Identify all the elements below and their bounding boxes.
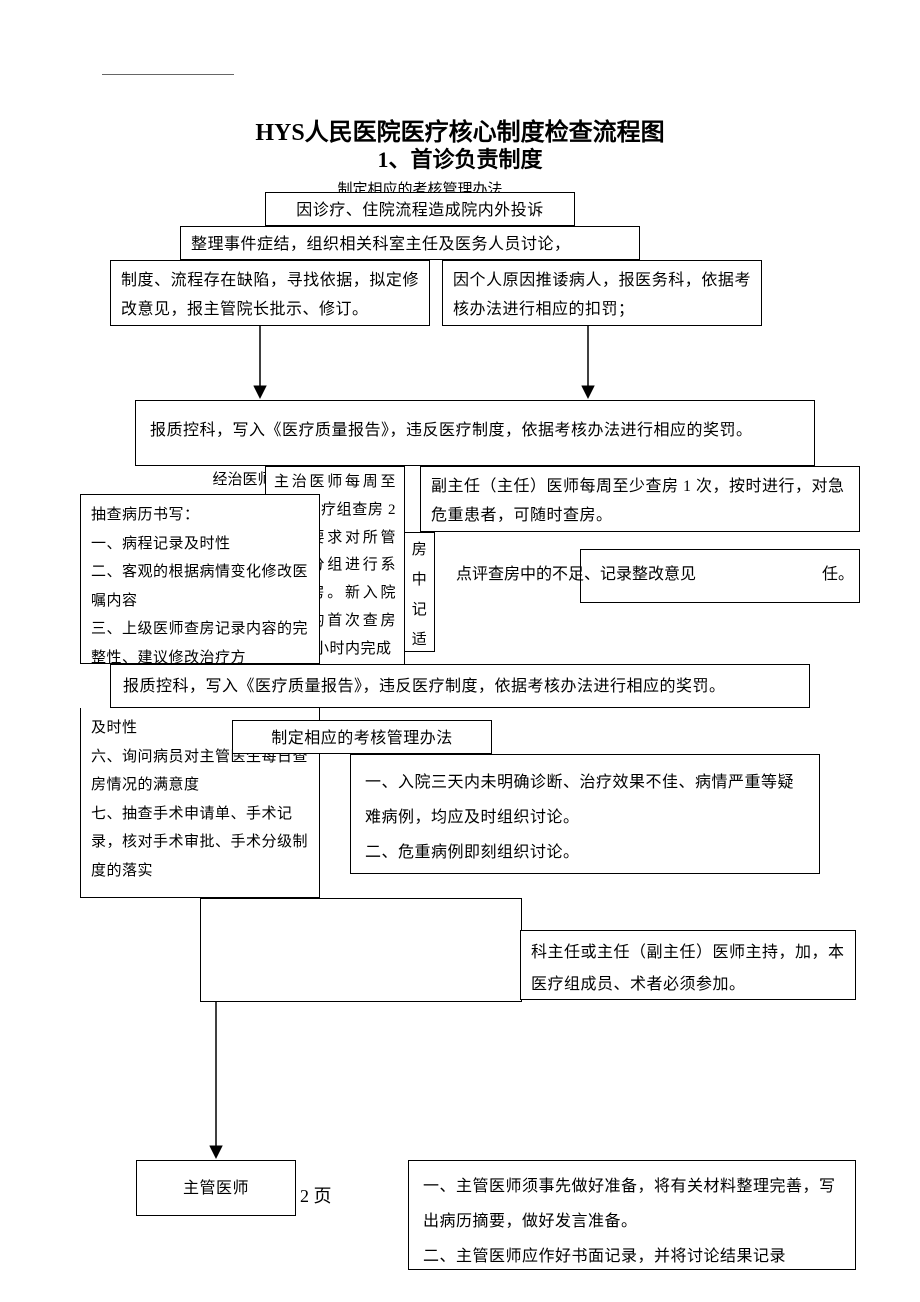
node-left-defect: 制度、流程存在缺陷，寻找依据，拟定修改意见，报主管院长批示、修订。 [110,260,430,326]
tail-zhong: 中 [409,565,430,595]
node-qc-report-2: 报质控科，写入《医疗质量报告》，违反医疗制度，依据考核办法进行相应的奖罚。 [110,664,810,708]
page-number: 2 页 [300,1182,332,1208]
node-connector-box [200,898,522,1002]
tail-shi: 适 [409,625,430,655]
node-zhuguan-prepare: 一、主管医师须事先做好准备，将有关材料整理完善，写出病历摘要，做好发言准备。 二… [408,1160,856,1270]
node-complaint: 因诊疗、住院流程造成院内外投诉 [265,192,575,226]
node-fuzhuren: 副主任（主任）医师每周至少查房 1 次，按时进行，对急危重患者，可随时查房。 [420,466,860,532]
node-kezhuren: 科主任或主任（副主任）医师主持，加，本医疗组成员、术者必须参加。 [520,930,856,1000]
node-organize: 整理事件症结，组织相关科室主任及医务人员讨论， [180,226,640,260]
node-right-personal: 因个人原因推诿病人，报医务科，依据考核办法进行相应的扣罚； [442,260,762,326]
node-qc-report-1: 报质控科，写入《医疗质量报告》，违反医疗制度，依据考核办法进行相应的奖罚。 [135,400,815,466]
diagram-canvas: HYS人民医院医疗核心制度检查流程图 1、首诊负责制度 制定相应的考核管理办法 … [0,0,920,1302]
node-make-method: 制定相应的考核管理办法 [232,720,492,754]
node-check-record: 抽查病历书写： 一、病程记录及时性 二、客观的根据病情变化修改医嘱内容 三、上级… [80,494,320,664]
tail-fang: 房 [409,535,430,565]
node-hidden-top: 制定相应的考核管理办法 [290,178,550,192]
node-ren-text: 任。 [822,560,854,584]
node-dianping-text: 点评查房中的不足、记录整改意见 [456,560,816,584]
header-underline [102,74,234,75]
node-zhuguan-yishi: 主管医师 [136,1160,296,1216]
node-tail-fragments: 房 中 记 适 [405,532,435,652]
node-discuss: 一、入院三天内未明确诊断、治疗效果不佳、病情严重等疑难病例，均应及时组织讨论。 … [350,754,820,874]
tail-ji: 记 [409,595,430,625]
sub-title: 1、首诊负责制度 [0,142,920,174]
